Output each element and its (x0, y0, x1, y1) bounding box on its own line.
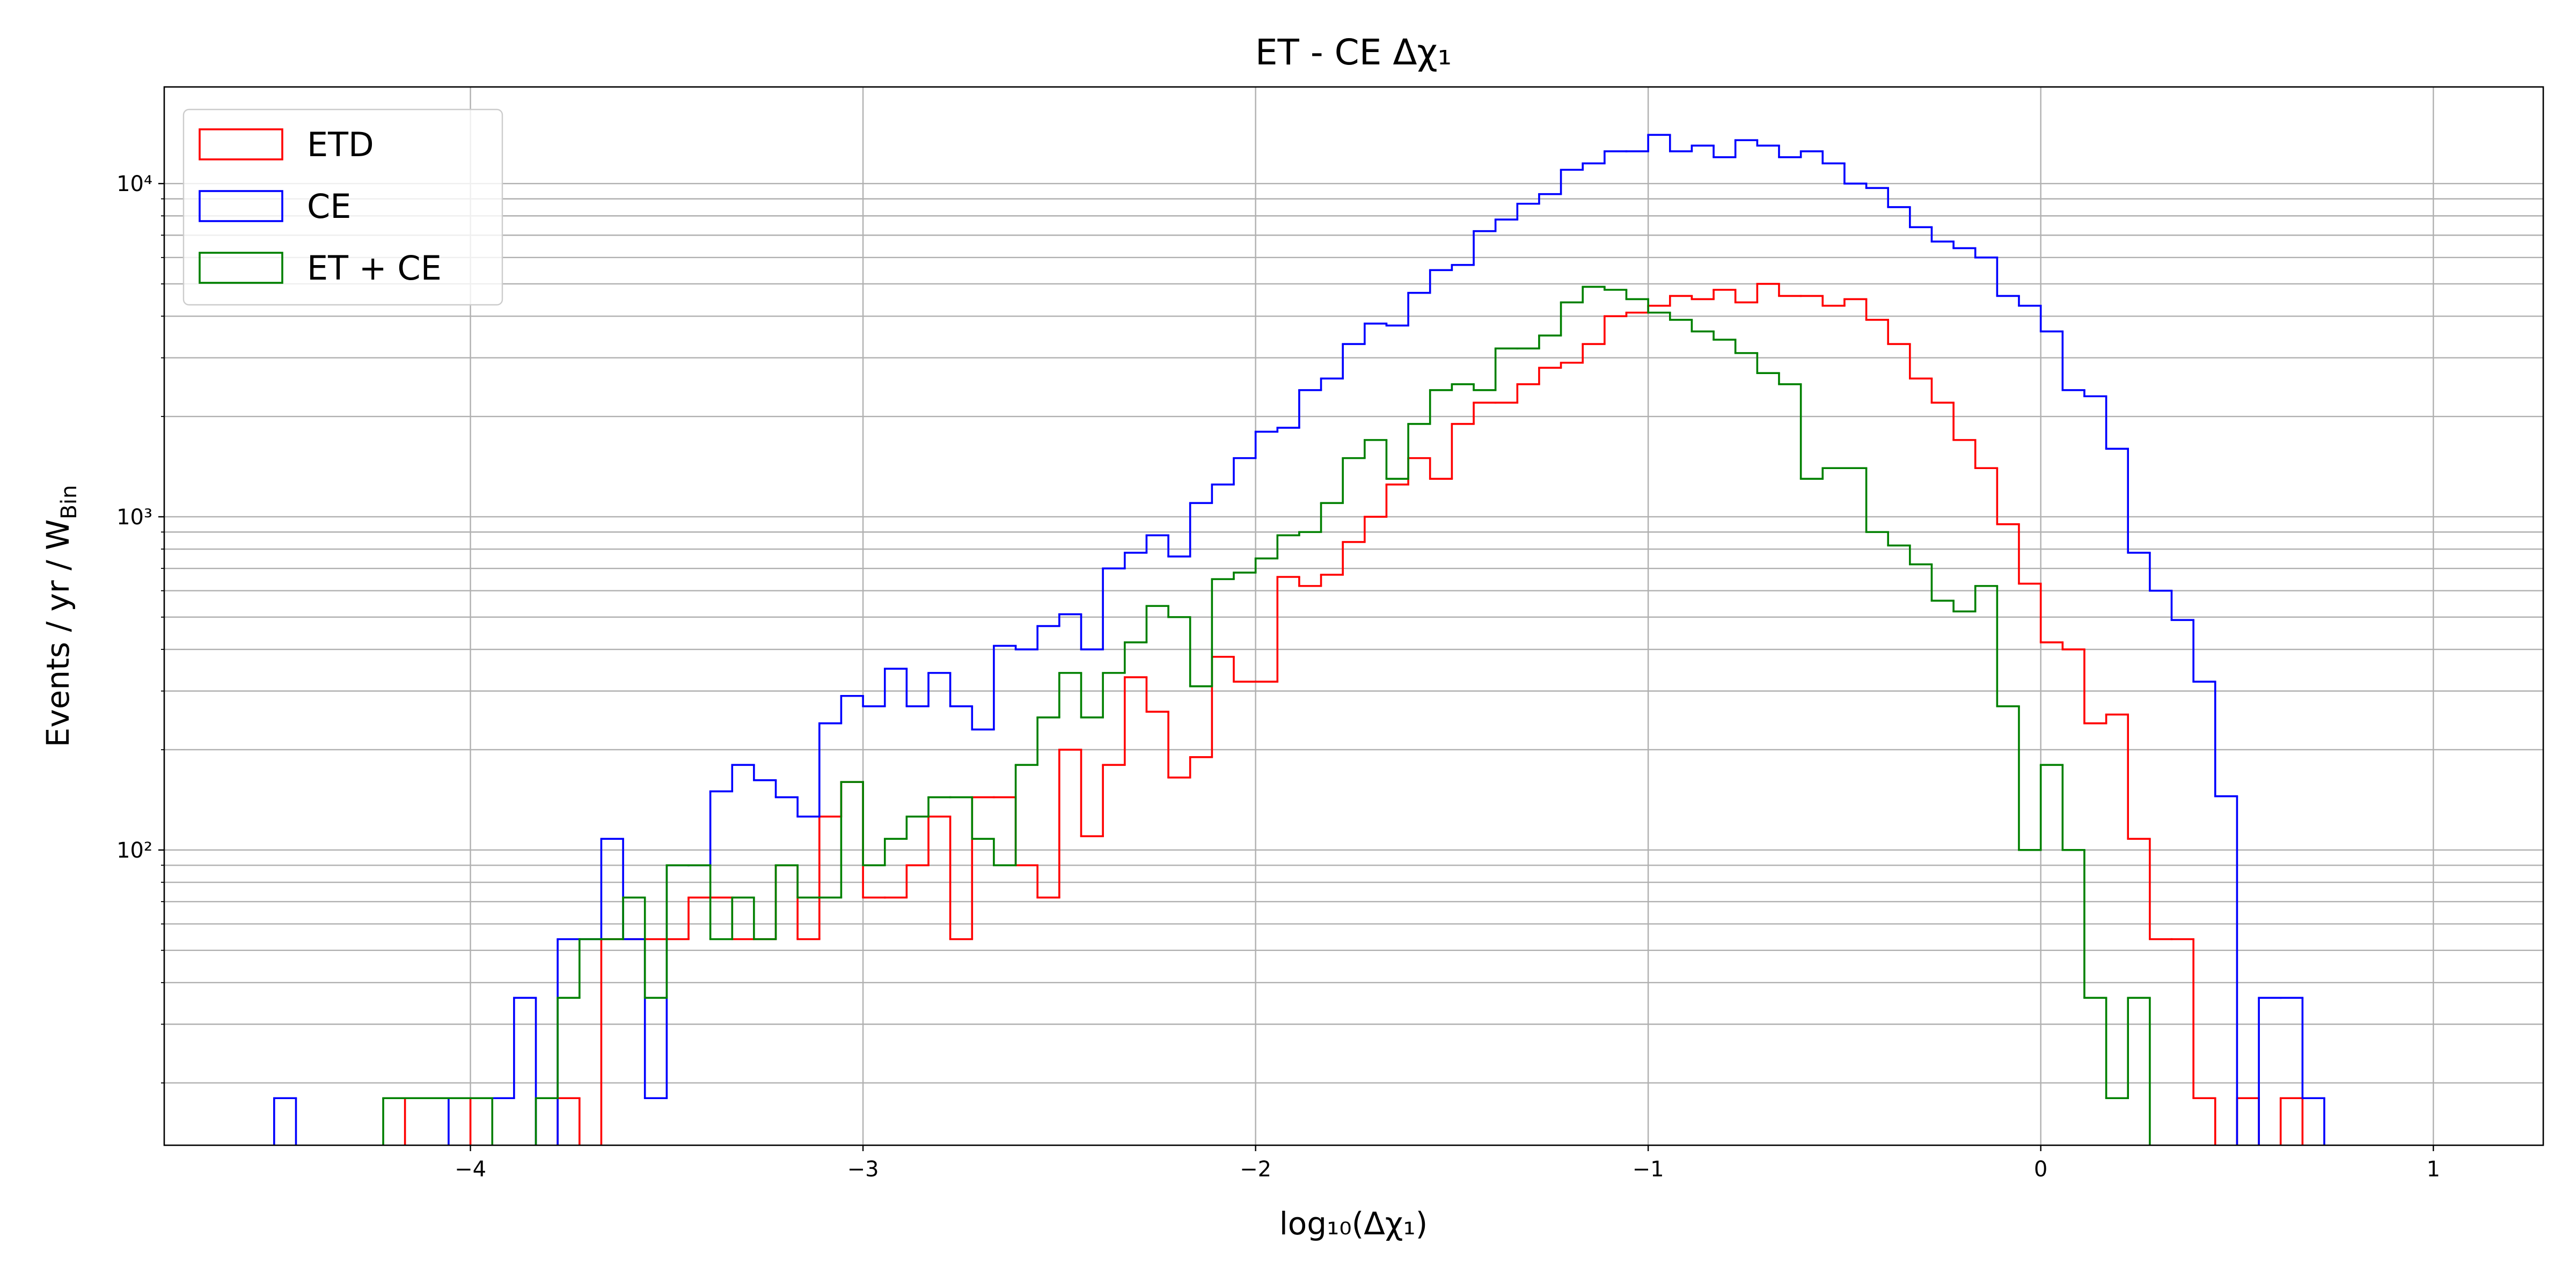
grid (164, 87, 2543, 1145)
legend-swatch (199, 190, 283, 222)
legend-swatch (199, 128, 283, 160)
y-tick-label: 10² (116, 838, 152, 863)
x-tick-label: −1 (1633, 1157, 1664, 1182)
plot-area (273, 134, 2325, 1145)
y-axis-label-main: Events / yr / W (40, 519, 76, 748)
legend-swatch (199, 252, 283, 284)
x-tick-label: −4 (455, 1157, 486, 1182)
x-tick-label: −3 (847, 1157, 879, 1182)
x-tick-label: −2 (1240, 1157, 1271, 1182)
legend: ETD CE ET + CE (182, 108, 503, 306)
series (382, 286, 2151, 1145)
x-tick-label: 1 (2426, 1157, 2440, 1182)
chart-title: ET - CE Δχ₁ (1255, 32, 1452, 73)
legend-label: CE (307, 187, 351, 226)
axes-frame (163, 86, 2544, 1146)
series (273, 134, 2325, 1145)
y-tick-label: 10⁴ (116, 172, 152, 196)
x-axis-label: log₁₀(Δχ₁) (1279, 1205, 1428, 1242)
legend-box (182, 108, 503, 306)
legend-label: ETD (307, 125, 374, 164)
y-axis-label-sub: Bin (57, 485, 82, 519)
y-axis-label: Events / yr / WBin (40, 485, 82, 748)
y-tick-label: 10³ (116, 505, 152, 530)
legend-label: ET + CE (307, 248, 442, 288)
x-tick-label: 0 (2034, 1157, 2047, 1182)
